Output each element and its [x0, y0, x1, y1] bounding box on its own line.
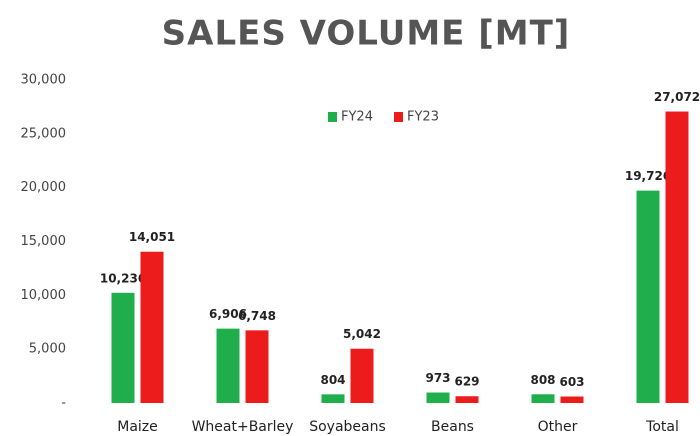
value-label: 5,042 — [343, 327, 381, 341]
legend-label: FY23 — [407, 110, 439, 125]
value-label: 6,906 — [209, 307, 247, 321]
bar — [216, 328, 240, 403]
y-tick-label: 20,000 — [21, 180, 67, 195]
bar — [140, 251, 164, 403]
value-label: 10,236 — [100, 271, 146, 285]
legend-swatch — [394, 112, 403, 122]
bar — [245, 330, 269, 403]
value-label: 603 — [559, 375, 584, 389]
y-tick-label: 5,000 — [29, 342, 66, 357]
value-label: 14,051 — [129, 230, 175, 244]
x-tick-label: Wheat+Barley — [192, 419, 294, 435]
bar — [636, 190, 660, 403]
value-label: 804 — [320, 373, 345, 387]
y-tick-label: 30,000 — [21, 73, 67, 88]
value-label: 19,726 — [625, 169, 671, 183]
bar — [321, 394, 345, 403]
x-tick-label: Maize — [117, 419, 158, 435]
bar — [665, 111, 689, 403]
y-tick-label: - — [61, 396, 66, 411]
bar — [426, 392, 450, 403]
x-tick-label: Beans — [431, 419, 474, 435]
chart-title: SALES VOLUME [MT] — [162, 14, 571, 54]
bar — [560, 396, 584, 403]
legend-swatch — [328, 112, 337, 122]
bar — [455, 396, 479, 403]
y-tick-label: 25,000 — [21, 126, 67, 141]
bar — [531, 394, 555, 403]
x-tick-label: Other — [538, 419, 578, 435]
value-label: 27,072 — [654, 90, 700, 104]
legend-label: FY24 — [341, 110, 373, 125]
value-label: 808 — [530, 373, 555, 387]
x-tick-label: Total — [645, 419, 679, 435]
value-label: 973 — [425, 371, 450, 385]
x-tick-label: Soyabeans — [309, 419, 386, 435]
y-tick-label: 15,000 — [21, 234, 67, 249]
bar — [350, 348, 374, 403]
y-tick-label: 10,000 — [21, 288, 67, 303]
value-label: 6,748 — [238, 309, 276, 323]
value-label: 629 — [454, 375, 479, 389]
bar — [111, 292, 135, 403]
